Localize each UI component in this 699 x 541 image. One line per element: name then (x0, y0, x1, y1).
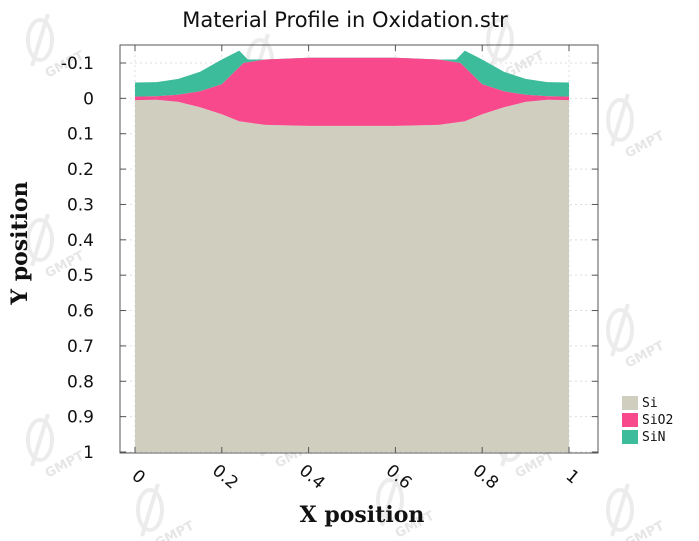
watermark: GMPT (606, 483, 667, 541)
watermark-logo-icon (26, 218, 54, 262)
y-tick-label: 1 (83, 443, 94, 463)
x-tick-label: 0.8 (469, 461, 503, 494)
y-tick-label: 0.3 (67, 195, 94, 215)
watermark-logo-icon (376, 478, 404, 522)
y-axis-ticks: -0.1 0 0.1 0.2 0.3 0.4 0.5 0.6 0.7 0.8 0.9 1 (61, 54, 598, 463)
legend-label: SiO2 (642, 413, 673, 428)
watermark-logo-icon (26, 418, 54, 462)
y-tick-label: 0.4 (67, 231, 94, 251)
watermark-logo-icon (610, 483, 630, 537)
watermark-logo-icon (610, 93, 630, 147)
chart-title: Material Profile in Oxidation.str (182, 8, 508, 32)
watermark-logo-icon (30, 413, 50, 467)
legend-swatch (622, 396, 638, 410)
watermark: GMPT (606, 93, 667, 162)
area-sin (135, 50, 569, 97)
area-sio2 (135, 57, 569, 126)
watermark-logo-icon (30, 213, 50, 267)
watermark-logo-icon (490, 13, 510, 67)
watermark-logo-icon (606, 308, 634, 352)
watermark-logo-icon (30, 13, 50, 67)
y-tick-label: 0.1 (67, 125, 94, 145)
y-tick-label: -0.1 (61, 54, 94, 74)
plot-areas (135, 50, 569, 453)
legend-label: Si (642, 396, 658, 411)
watermark-logo-icon (486, 18, 514, 62)
y-tick-label: 0.6 (67, 302, 94, 322)
y-axis-label: Y position (7, 181, 33, 305)
legend-label: SiN (642, 430, 665, 445)
watermark: GMPT (606, 303, 667, 372)
watermark-logo-icon (26, 18, 54, 62)
x-tick-label: 0 (128, 466, 149, 488)
x-tick-label: 0.2 (208, 461, 242, 494)
watermark-logo-icon (140, 483, 160, 537)
legend-swatch (622, 430, 638, 444)
y-tick-label: 0.9 (67, 408, 94, 428)
plot-frame (119, 44, 599, 454)
watermark-logo-icon (610, 303, 630, 357)
x-tick-label: 0.6 (382, 461, 416, 494)
legend: Si SiO2 SiN (622, 396, 673, 445)
y-tick-label: 0 (83, 89, 94, 109)
area-si (135, 99, 569, 453)
watermark-logo-icon (136, 488, 164, 532)
y-tick-label: 0.5 (67, 266, 94, 286)
x-axis-label: X position (300, 502, 425, 528)
watermark: GMPT (136, 483, 197, 541)
x-tick-label: 0.4 (295, 461, 329, 494)
watermark-logo-icon (380, 473, 400, 527)
watermark-logo-icon (606, 488, 634, 532)
y-tick-label: 0.8 (67, 372, 94, 392)
y-tick-label: 0.7 (67, 337, 94, 357)
legend-swatch (622, 413, 638, 427)
x-tick-label: 1 (562, 466, 583, 488)
watermark-logo-icon (606, 98, 634, 142)
y-tick-label: 0.2 (67, 160, 94, 180)
